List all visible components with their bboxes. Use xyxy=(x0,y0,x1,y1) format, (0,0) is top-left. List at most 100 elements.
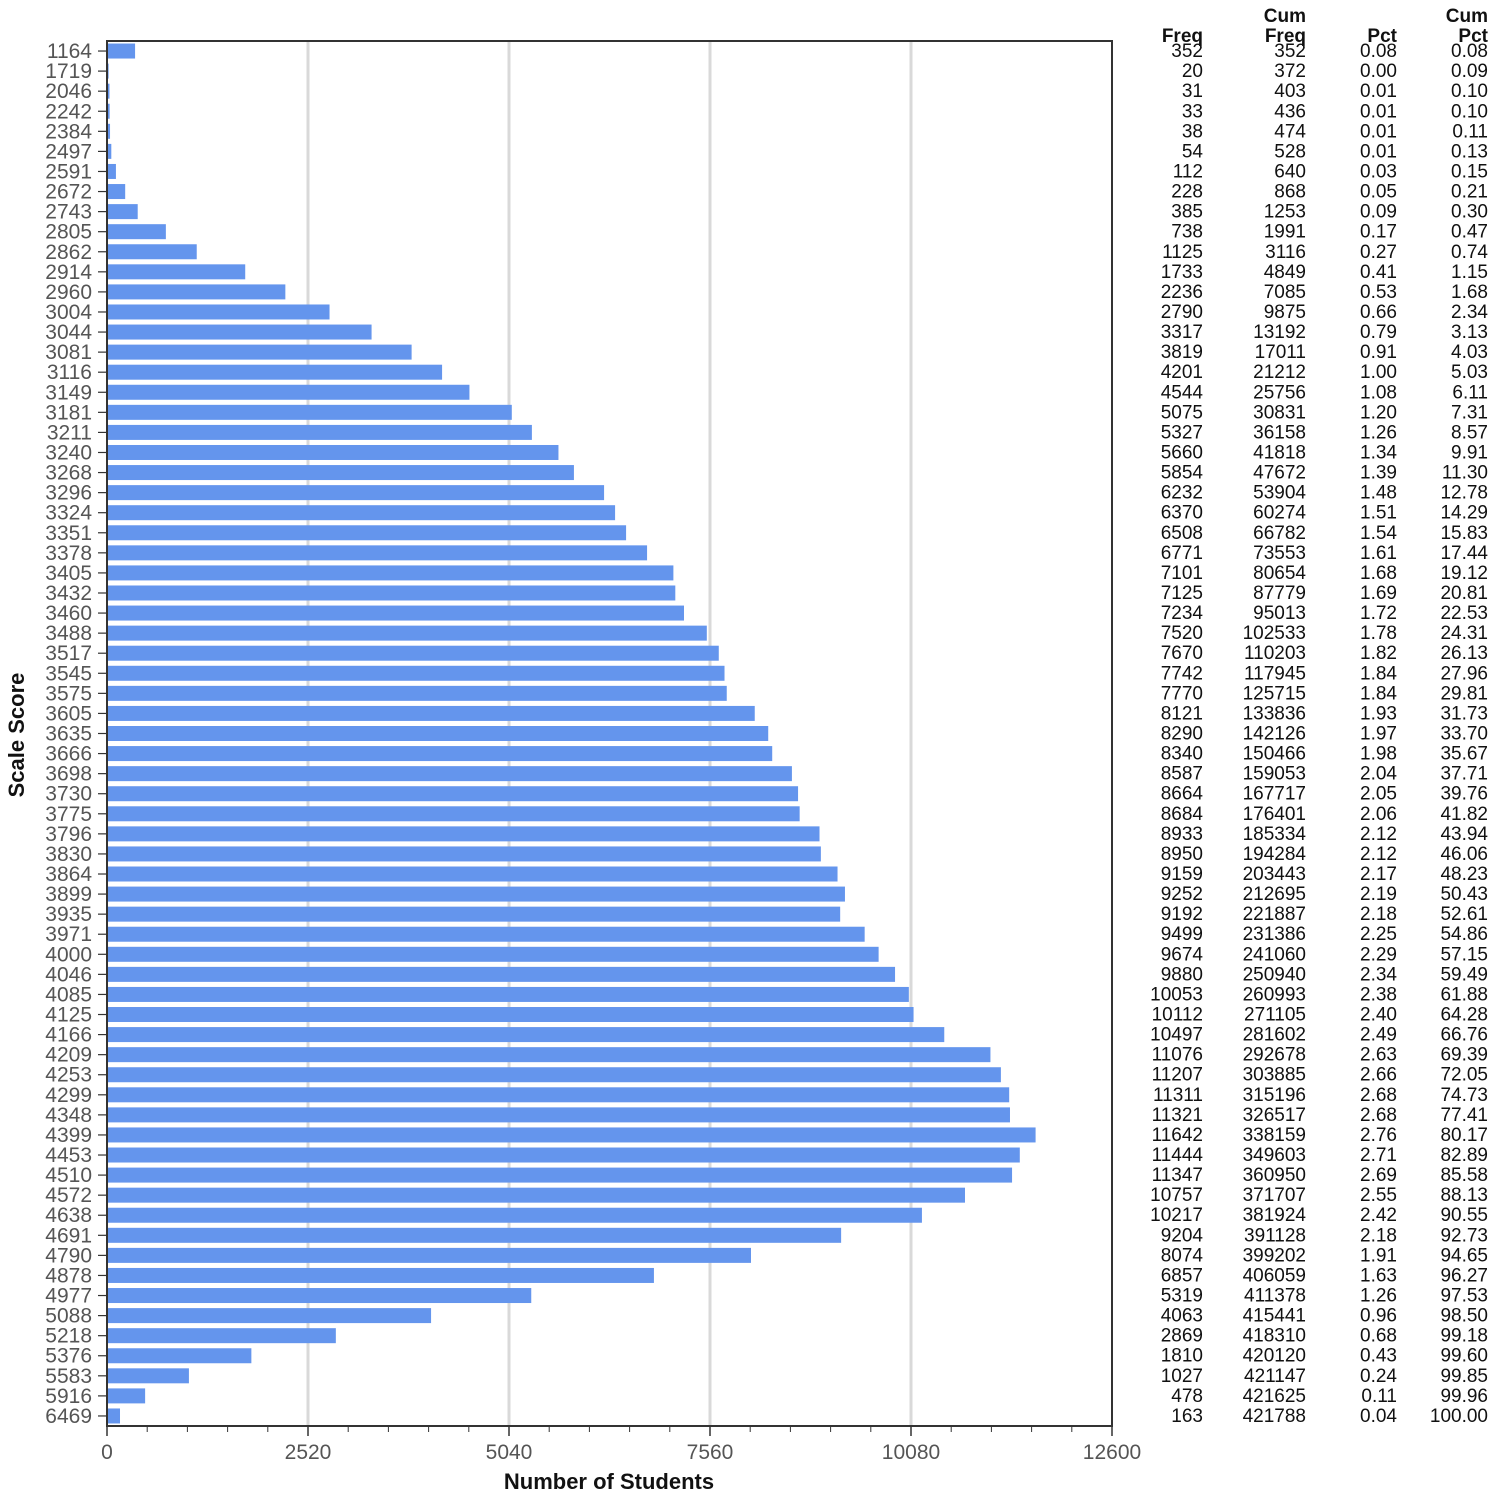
table-cell: 1.82 xyxy=(1360,643,1397,664)
table-cell: 281602 xyxy=(1243,1025,1306,1046)
table-cell: 6.11 xyxy=(1452,382,1488,403)
y-tick-label: 2384 xyxy=(45,120,92,143)
bar xyxy=(108,926,865,942)
table-cell: 1.54 xyxy=(1360,523,1397,544)
table-cell: 2.66 xyxy=(1360,1065,1397,1086)
y-tick-label: 5376 xyxy=(45,1345,92,1368)
table-cell: 99.60 xyxy=(1440,1346,1488,1367)
y-tick-label: 3240 xyxy=(45,441,92,464)
bar xyxy=(108,866,838,882)
table-cell: 7101 xyxy=(1161,563,1203,584)
table-cell: 420120 xyxy=(1243,1346,1306,1367)
table-cell: 1.48 xyxy=(1360,483,1397,504)
bar xyxy=(108,846,821,862)
y-tick-label: 4572 xyxy=(45,1184,92,1207)
bar xyxy=(108,986,909,1002)
table-cell: 1.93 xyxy=(1360,703,1397,724)
table-cell: 381924 xyxy=(1243,1205,1307,1226)
x-tick-label: 0 xyxy=(101,1441,113,1464)
table-cell: 7742 xyxy=(1161,663,1203,684)
y-tick-label: 2046 xyxy=(45,80,92,103)
table-cell: 185334 xyxy=(1243,824,1307,845)
bar xyxy=(108,1107,1010,1123)
y-tick-label: 2743 xyxy=(45,201,92,224)
y-tick-label: 3432 xyxy=(45,582,92,605)
x-axis-title: Number of Students xyxy=(504,1469,714,1494)
table-cell: 0.09 xyxy=(1451,61,1488,82)
table-cell: 5660 xyxy=(1161,442,1203,463)
bar xyxy=(108,143,112,159)
table-header: Freq xyxy=(1265,26,1306,47)
table-cell: 54 xyxy=(1182,141,1204,162)
table-cell: 2236 xyxy=(1161,282,1203,303)
table-cell: 421788 xyxy=(1243,1406,1306,1427)
table-cell: 2.06 xyxy=(1360,804,1397,825)
table-cell: 1.08 xyxy=(1360,382,1397,403)
bar xyxy=(108,1047,991,1063)
bar xyxy=(108,424,532,440)
y-tick-label: 5916 xyxy=(45,1385,92,1408)
table-cell: 31.73 xyxy=(1440,703,1488,724)
table-cell: 3.13 xyxy=(1451,322,1488,343)
y-tick-label: 3004 xyxy=(45,301,92,324)
table-cell: 9875 xyxy=(1264,302,1306,323)
y-tick-label: 2672 xyxy=(45,181,92,204)
table-cell: 17.44 xyxy=(1440,543,1488,564)
table-cell: 1.97 xyxy=(1360,724,1397,745)
table-cell: 0.24 xyxy=(1360,1366,1397,1387)
bar xyxy=(108,284,286,300)
table-cell: 7234 xyxy=(1161,603,1204,624)
table-cell: 15.83 xyxy=(1440,523,1488,544)
table-cell: 0.68 xyxy=(1360,1326,1397,1347)
bar xyxy=(108,565,674,581)
table-cell: 1.69 xyxy=(1360,583,1397,604)
table-cell: 85.58 xyxy=(1440,1165,1488,1186)
table-cell: 371707 xyxy=(1243,1185,1306,1206)
table-cell: 2.29 xyxy=(1360,944,1397,965)
y-tick-label: 3605 xyxy=(45,702,92,725)
table-cell: 2.12 xyxy=(1360,844,1397,865)
bar xyxy=(108,1328,336,1344)
bar xyxy=(108,1187,965,1203)
table-cell: 1253 xyxy=(1264,202,1306,223)
table-cell: 94.65 xyxy=(1440,1245,1488,1266)
table-cell: 203443 xyxy=(1243,864,1306,885)
table-cell: 0.04 xyxy=(1360,1406,1397,1427)
table-cell: 1.61 xyxy=(1360,543,1397,564)
table-cell: 8684 xyxy=(1161,804,1204,825)
table-cell: 0.66 xyxy=(1360,302,1397,323)
bar xyxy=(108,1408,121,1424)
table-cell: 35.67 xyxy=(1440,744,1488,765)
table-cell: 10497 xyxy=(1150,1025,1203,1046)
table-cell: 64.28 xyxy=(1440,1005,1488,1026)
y-tick-label: 4878 xyxy=(45,1264,92,1287)
table-cell: 9204 xyxy=(1161,1225,1204,1246)
bar xyxy=(108,1147,1020,1163)
table-cell: 421147 xyxy=(1244,1366,1306,1387)
bar xyxy=(108,404,512,420)
bar xyxy=(108,605,684,621)
table-cell: 0.10 xyxy=(1451,81,1488,102)
table-cell: 60274 xyxy=(1253,503,1306,524)
table-cell: 90.55 xyxy=(1440,1205,1488,1226)
table-cell: 338159 xyxy=(1243,1125,1306,1146)
bar xyxy=(108,324,372,340)
table-cell: 1.15 xyxy=(1451,262,1488,283)
table-cell: 8074 xyxy=(1161,1245,1204,1266)
table-cell: 0.47 xyxy=(1451,222,1488,243)
table-cell: 7085 xyxy=(1264,282,1306,303)
bar xyxy=(108,485,605,501)
table-cell: 0.00 xyxy=(1360,61,1397,82)
bar xyxy=(108,525,627,541)
table-cell: 26.13 xyxy=(1440,643,1488,664)
table-cell: 2.49 xyxy=(1360,1025,1397,1046)
bar xyxy=(108,645,719,661)
table-cell: 99.85 xyxy=(1440,1366,1488,1387)
y-tick-label: 2591 xyxy=(45,160,92,183)
bar xyxy=(108,585,676,601)
y-tick-label: 4085 xyxy=(45,983,92,1006)
table-cell: 474 xyxy=(1274,121,1306,142)
table-cell: 315196 xyxy=(1243,1085,1306,1106)
y-tick-label: 4299 xyxy=(45,1084,92,1107)
table-cell: 0.01 xyxy=(1360,81,1397,102)
